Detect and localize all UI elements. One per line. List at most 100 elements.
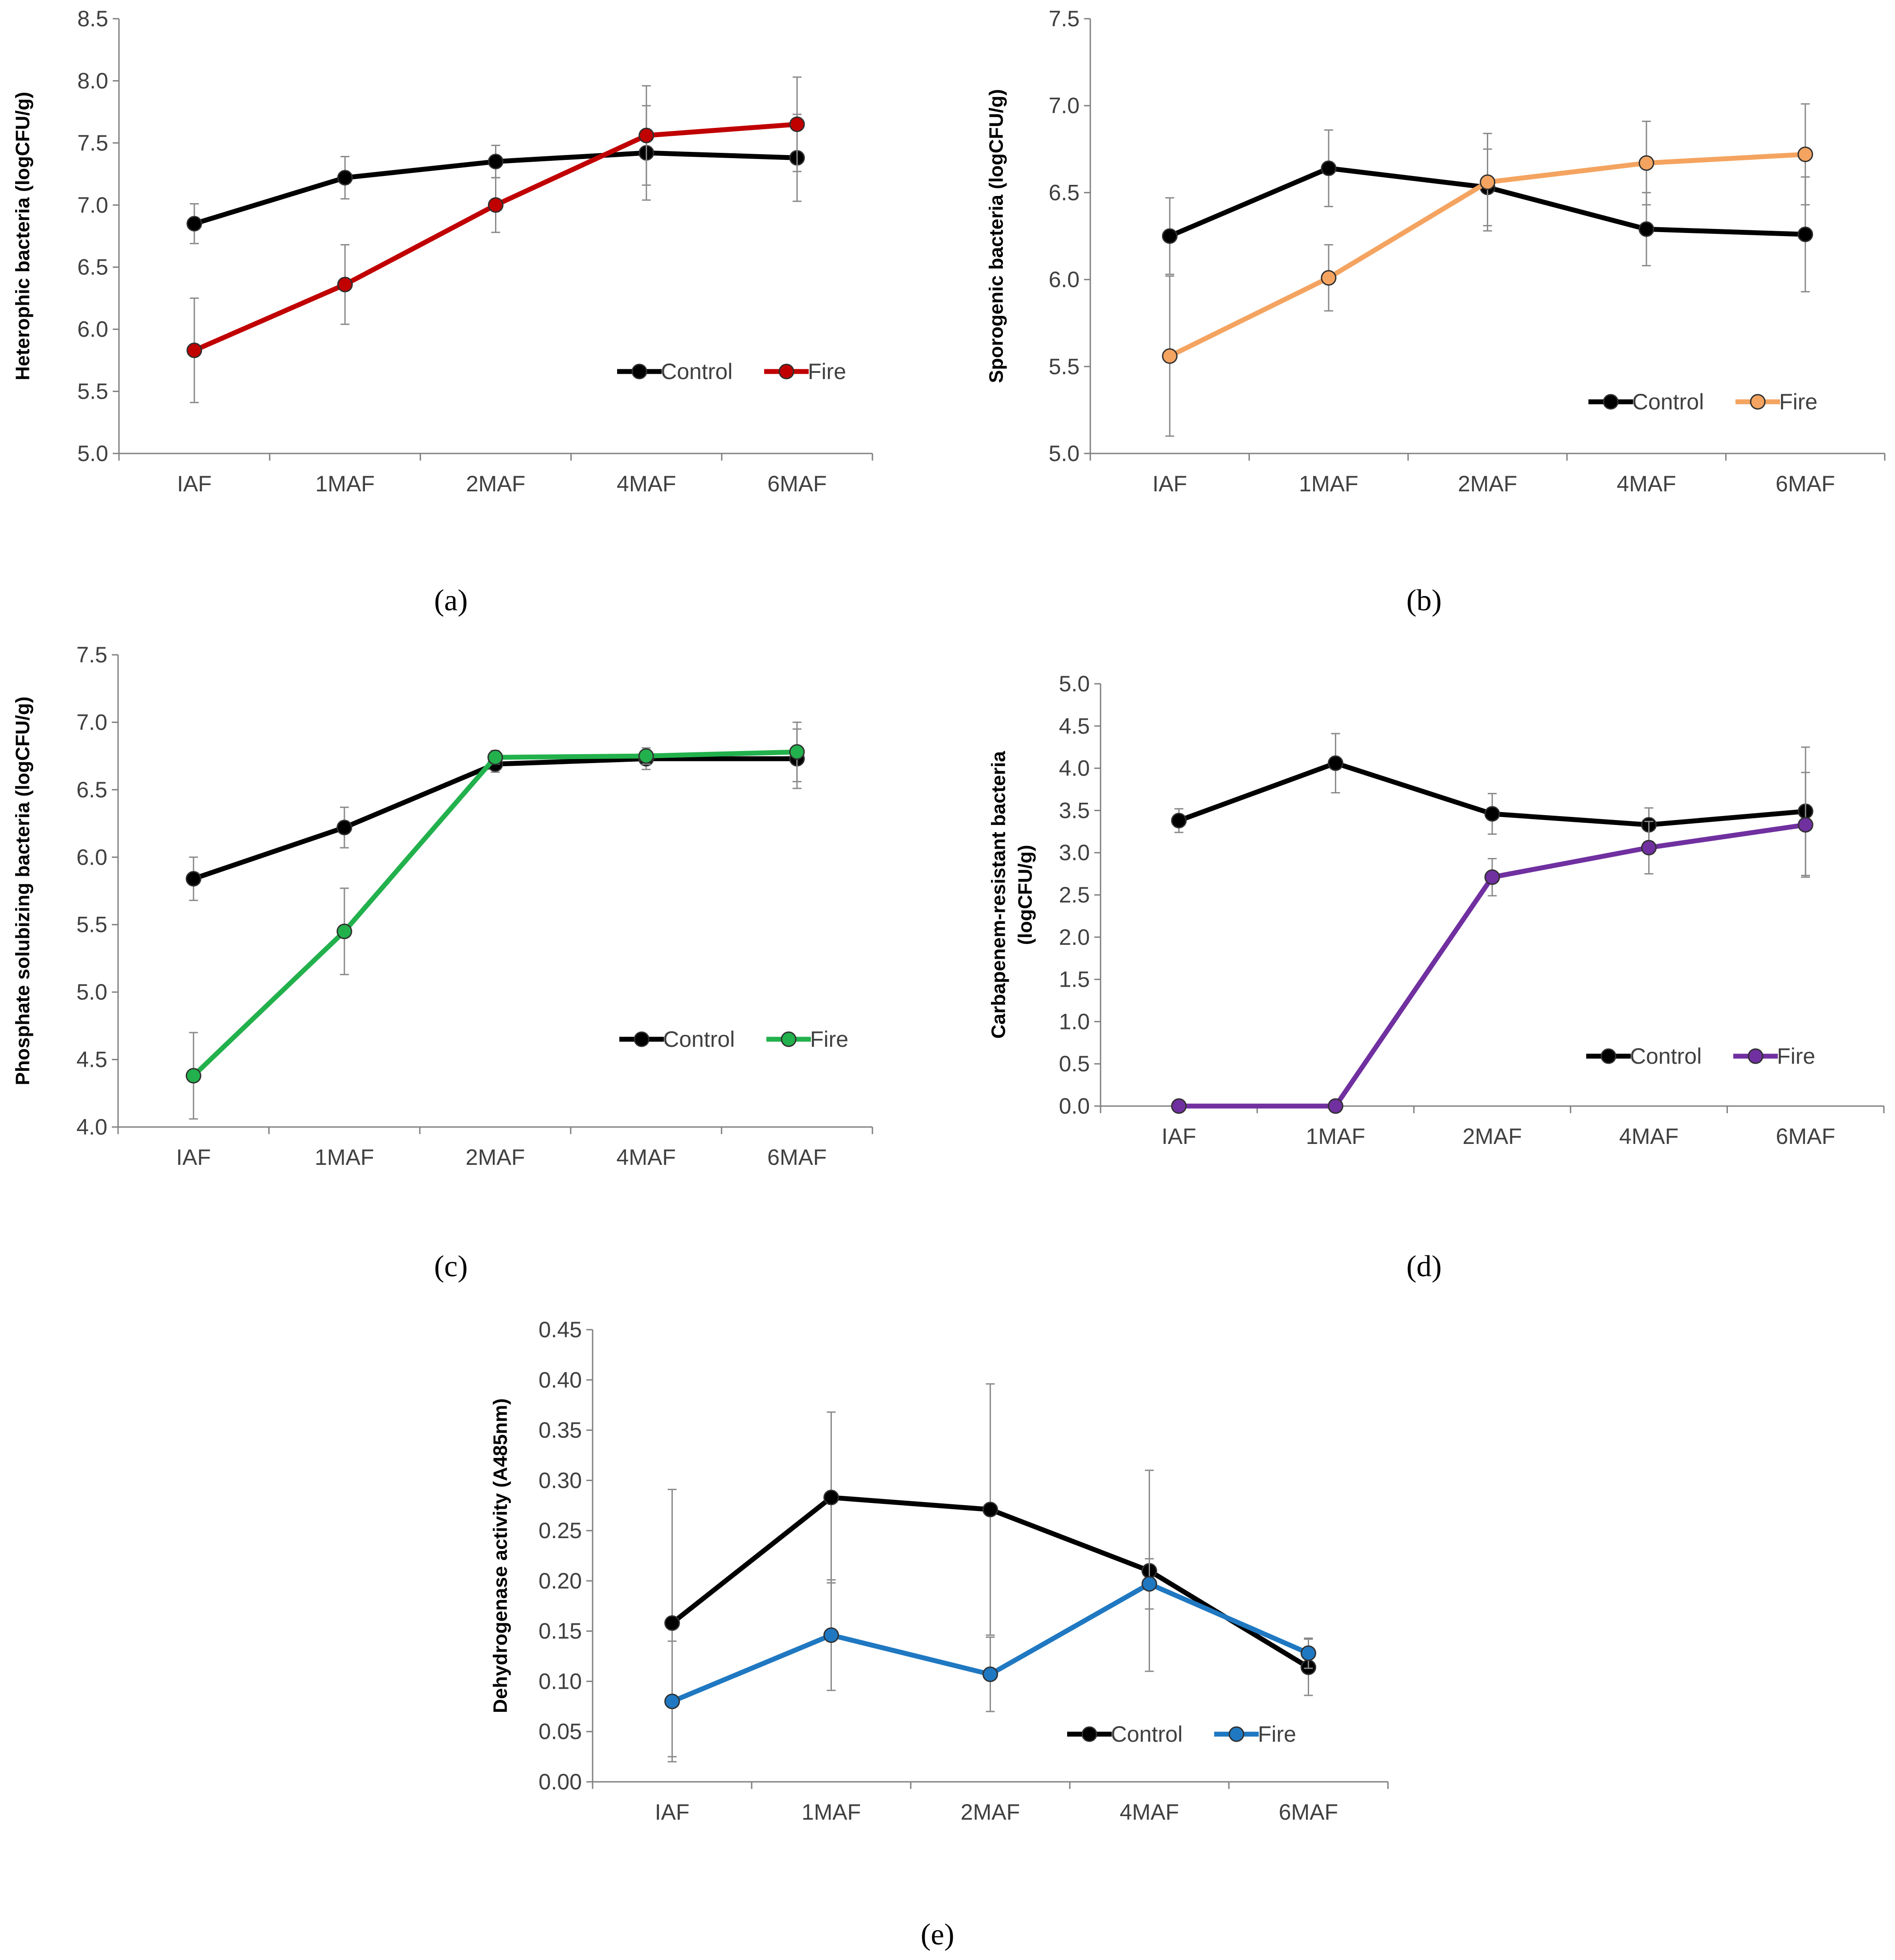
series-fire: [1162, 103, 1813, 437]
legend: Control Fire: [617, 359, 846, 384]
y-tick-label: 0.35: [539, 1418, 582, 1443]
y-tick-label: 7.5: [77, 131, 108, 155]
data-point: [1171, 813, 1187, 829]
data-point: [1162, 228, 1178, 244]
legend-swatch-marker: [1228, 1726, 1244, 1742]
y-tick-label: 7.5: [1048, 6, 1080, 31]
legend-swatch-marker: [1748, 1048, 1764, 1064]
data-point: [1484, 806, 1500, 822]
x-tick-label: 4MAF: [617, 471, 676, 496]
data-point: [1480, 174, 1495, 190]
legend-label: Control: [1632, 389, 1704, 414]
y-axis-title-line2: (logCFU/g): [1014, 845, 1036, 945]
legend-swatch-marker: [634, 1031, 650, 1047]
y-tick-label: 0.05: [539, 1719, 582, 1744]
legend: Control Fire: [619, 1027, 848, 1052]
x-tick-label: 6MAF: [767, 471, 827, 496]
y-tick-label: 8.0: [77, 68, 108, 93]
y-tick-label: 5.0: [77, 441, 108, 466]
chart-panel-e: 0.00 0.05 0.10 0.15 0.20 0.25 0.30 0.35 0.40 0.45…: [489, 1317, 1389, 1825]
y-tick-label: 4.0: [76, 1115, 107, 1139]
x-tick-label: IAF: [177, 471, 212, 496]
y-tick-label: 5.0: [76, 980, 107, 1004]
legend-label: Fire: [808, 359, 846, 384]
y-tick-label: 5.0: [1059, 671, 1090, 696]
series-fire: [186, 76, 805, 404]
x-tick-label: 2MAF: [466, 1145, 525, 1170]
y-tick-label: 7.0: [76, 710, 107, 735]
x-tick-label: 2MAF: [466, 471, 525, 496]
y-tick-label: 0.0: [1059, 1094, 1090, 1119]
legend-label: Control: [663, 1027, 735, 1052]
data-point: [488, 154, 503, 170]
data-point: [1321, 160, 1337, 176]
x-tick-label: 2MAF: [1458, 471, 1517, 496]
data-point: [1301, 1645, 1316, 1661]
y-axis-title: Phosphate solubizing bacteria (logCFU/g): [12, 697, 33, 1086]
x-tick-label: 4MAF: [1120, 1800, 1179, 1825]
legend-label: Control: [1630, 1044, 1702, 1069]
chart-panel-a: 5.0 5.5 6.0 6.5 7.0 7.5 8.0 8.5 IAF 1MAF 2MAF 4MAF 6…: [12, 6, 873, 496]
y-tick-label: 0.5: [1059, 1051, 1090, 1076]
y-axis-title: Carbapenem-resistant bacteria: [987, 751, 1009, 1039]
y-tick-label: 4.5: [1059, 714, 1090, 739]
caption-e: (e): [921, 1917, 954, 1951]
data-point: [1321, 270, 1337, 286]
y-axis-title: Heterophic bacteria (logCFU/g): [12, 92, 33, 380]
legend-swatch-marker: [1603, 394, 1619, 410]
data-point: [789, 744, 805, 760]
y-tick-label: 0.15: [539, 1619, 582, 1644]
y-tick-label: 7.0: [1048, 93, 1080, 118]
y-tick-label: 2.0: [1059, 925, 1090, 950]
data-point: [1641, 840, 1657, 856]
y-tick-label: 5.5: [76, 912, 107, 937]
chart-panel-d: 0.0 0.5 1.0 1.5 2.0 2.5 3.0 3.5 4.0 4.5 5.0 IAF 1MAF…: [987, 671, 1885, 1149]
x-tick-label: 6MAF: [1279, 1800, 1338, 1825]
data-point: [1638, 155, 1654, 171]
data-point: [982, 1666, 998, 1682]
caption-a: (a): [434, 583, 467, 617]
data-point: [336, 923, 352, 939]
data-point: [488, 197, 503, 213]
y-tick-label: 6.0: [76, 845, 107, 870]
legend-swatch-marker: [778, 363, 794, 380]
data-point: [337, 170, 353, 186]
data-point: [1327, 755, 1343, 771]
legend-swatch-marker: [1750, 394, 1766, 410]
data-point: [1162, 348, 1178, 364]
x-tick-label: 1MAF: [1299, 471, 1358, 496]
legend-label: Fire: [810, 1027, 848, 1052]
data-point: [337, 277, 353, 293]
x-tick-label: 1MAF: [802, 1800, 861, 1825]
y-tick-label: 0.30: [539, 1468, 582, 1493]
y-tick-label: 6.5: [76, 777, 107, 802]
y-tick-label: 1.5: [1059, 967, 1090, 992]
data-point: [823, 1490, 839, 1506]
data-point: [186, 216, 202, 232]
x-tick-label: 2MAF: [961, 1800, 1020, 1825]
legend: Control Fire: [1067, 1722, 1296, 1747]
caption-b: (b): [1406, 583, 1441, 617]
y-tick-label: 6.5: [77, 255, 108, 280]
chart-panel-b: 5.0 5.5 6.0 6.5 7.0 7.5 IAF 1MAF 2MAF 4MAF 6MAF Spo…: [985, 6, 1886, 496]
x-tick-label: 4MAF: [1617, 471, 1676, 496]
y-tick-label: 3.5: [1059, 798, 1090, 823]
y-tick-label: 3.0: [1059, 840, 1090, 865]
chart-panel-c: 4.0 4.5 5.0 5.5 6.0 6.5 7.0 7.5 IAF 1MAF 2MAF 4MAF 6…: [12, 642, 873, 1170]
data-point: [185, 871, 201, 887]
series-line: [192, 756, 797, 881]
x-tick-label: 4MAF: [616, 1145, 675, 1170]
y-tick-label: 2.5: [1059, 882, 1090, 907]
x-tick-label: 6MAF: [1776, 471, 1835, 496]
y-tick-label: 8.5: [77, 6, 108, 31]
y-tick-label: 0.25: [539, 1518, 582, 1543]
data-point: [982, 1502, 998, 1518]
data-point: [186, 343, 202, 359]
legend-label: Fire: [1777, 1044, 1815, 1069]
caption-d: (d): [1406, 1249, 1441, 1283]
y-tick-label: 5.5: [1048, 354, 1080, 379]
series-fire: [185, 721, 805, 1120]
legend-swatch-marker: [1600, 1048, 1617, 1064]
data-point: [1327, 1098, 1343, 1114]
